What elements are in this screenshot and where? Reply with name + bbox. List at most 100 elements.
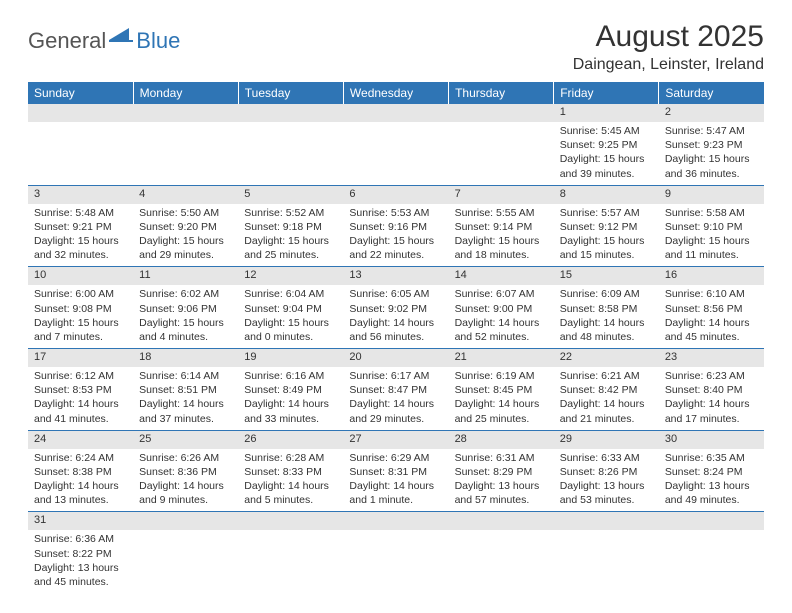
- weekday-header: Tuesday: [238, 82, 343, 104]
- day-details: Sunrise: 6:29 AMSunset: 8:31 PMDaylight:…: [343, 449, 448, 512]
- day-details: [343, 122, 448, 128]
- logo-text-general: General: [28, 28, 106, 54]
- day-details: [238, 530, 343, 536]
- day-number: 20: [343, 349, 448, 367]
- day-number: 17: [28, 349, 133, 367]
- day-details: [133, 122, 238, 128]
- day-details: Sunrise: 5:52 AMSunset: 9:18 PMDaylight:…: [238, 204, 343, 267]
- calendar-day-cell: 2Sunrise: 5:47 AMSunset: 9:23 PMDaylight…: [659, 104, 764, 185]
- day-details: Sunrise: 6:35 AMSunset: 8:24 PMDaylight:…: [659, 449, 764, 512]
- day-number: 10: [28, 267, 133, 285]
- day-number: 7: [449, 186, 554, 204]
- day-number: 24: [28, 431, 133, 449]
- day-details: Sunrise: 6:16 AMSunset: 8:49 PMDaylight:…: [238, 367, 343, 430]
- day-number: 5: [238, 186, 343, 204]
- calendar-day-cell: 15Sunrise: 6:09 AMSunset: 8:58 PMDayligh…: [554, 267, 659, 349]
- day-details: Sunrise: 5:55 AMSunset: 9:14 PMDaylight:…: [449, 204, 554, 267]
- calendar-day-cell: 26Sunrise: 6:28 AMSunset: 8:33 PMDayligh…: [238, 430, 343, 512]
- calendar-day-cell: 10Sunrise: 6:00 AMSunset: 9:08 PMDayligh…: [28, 267, 133, 349]
- calendar-day-cell: [554, 512, 659, 593]
- day-details: Sunrise: 6:10 AMSunset: 8:56 PMDaylight:…: [659, 285, 764, 348]
- day-number: 23: [659, 349, 764, 367]
- calendar-week-row: 17Sunrise: 6:12 AMSunset: 8:53 PMDayligh…: [28, 349, 764, 431]
- day-number: 13: [343, 267, 448, 285]
- day-number: [238, 104, 343, 122]
- day-number: 6: [343, 186, 448, 204]
- weekday-header-row: SundayMondayTuesdayWednesdayThursdayFrid…: [28, 82, 764, 104]
- day-number: 4: [133, 186, 238, 204]
- calendar-day-cell: 3Sunrise: 5:48 AMSunset: 9:21 PMDaylight…: [28, 185, 133, 267]
- calendar-week-row: 24Sunrise: 6:24 AMSunset: 8:38 PMDayligh…: [28, 430, 764, 512]
- day-number: 31: [28, 512, 133, 530]
- day-details: Sunrise: 6:02 AMSunset: 9:06 PMDaylight:…: [133, 285, 238, 348]
- calendar-day-cell: 30Sunrise: 6:35 AMSunset: 8:24 PMDayligh…: [659, 430, 764, 512]
- calendar-day-cell: 13Sunrise: 6:05 AMSunset: 9:02 PMDayligh…: [343, 267, 448, 349]
- calendar-day-cell: 20Sunrise: 6:17 AMSunset: 8:47 PMDayligh…: [343, 349, 448, 431]
- calendar-day-cell: 27Sunrise: 6:29 AMSunset: 8:31 PMDayligh…: [343, 430, 448, 512]
- calendar-day-cell: [449, 104, 554, 185]
- day-details: Sunrise: 6:00 AMSunset: 9:08 PMDaylight:…: [28, 285, 133, 348]
- day-details: Sunrise: 6:23 AMSunset: 8:40 PMDaylight:…: [659, 367, 764, 430]
- calendar-day-cell: 6Sunrise: 5:53 AMSunset: 9:16 PMDaylight…: [343, 185, 448, 267]
- calendar-week-row: 31Sunrise: 6:36 AMSunset: 8:22 PMDayligh…: [28, 512, 764, 593]
- day-details: Sunrise: 5:57 AMSunset: 9:12 PMDaylight:…: [554, 204, 659, 267]
- month-title: August 2025: [573, 20, 764, 54]
- day-details: Sunrise: 5:45 AMSunset: 9:25 PMDaylight:…: [554, 122, 659, 185]
- calendar-day-cell: 16Sunrise: 6:10 AMSunset: 8:56 PMDayligh…: [659, 267, 764, 349]
- day-number: 26: [238, 431, 343, 449]
- calendar-day-cell: [449, 512, 554, 593]
- day-details: Sunrise: 6:14 AMSunset: 8:51 PMDaylight:…: [133, 367, 238, 430]
- day-number: 14: [449, 267, 554, 285]
- day-number: [449, 104, 554, 122]
- day-number: 22: [554, 349, 659, 367]
- calendar-day-cell: 28Sunrise: 6:31 AMSunset: 8:29 PMDayligh…: [449, 430, 554, 512]
- day-number: 9: [659, 186, 764, 204]
- calendar-day-cell: 22Sunrise: 6:21 AMSunset: 8:42 PMDayligh…: [554, 349, 659, 431]
- day-details: Sunrise: 5:53 AMSunset: 9:16 PMDaylight:…: [343, 204, 448, 267]
- calendar-day-cell: [343, 104, 448, 185]
- header: General Blue August 2025 Daingean, Leins…: [28, 20, 764, 74]
- logo: General Blue: [28, 26, 180, 55]
- day-number: 28: [449, 431, 554, 449]
- calendar-day-cell: 4Sunrise: 5:50 AMSunset: 9:20 PMDaylight…: [133, 185, 238, 267]
- calendar-day-cell: 18Sunrise: 6:14 AMSunset: 8:51 PMDayligh…: [133, 349, 238, 431]
- day-details: [28, 122, 133, 128]
- day-number: [238, 512, 343, 530]
- calendar-day-cell: [238, 104, 343, 185]
- day-number: [133, 512, 238, 530]
- day-number: [343, 512, 448, 530]
- calendar-table: SundayMondayTuesdayWednesdayThursdayFrid…: [28, 82, 764, 593]
- calendar-day-cell: 1Sunrise: 5:45 AMSunset: 9:25 PMDaylight…: [554, 104, 659, 185]
- day-number: [133, 104, 238, 122]
- day-details: Sunrise: 6:28 AMSunset: 8:33 PMDaylight:…: [238, 449, 343, 512]
- day-details: [238, 122, 343, 128]
- day-details: Sunrise: 5:58 AMSunset: 9:10 PMDaylight:…: [659, 204, 764, 267]
- day-number: [659, 512, 764, 530]
- day-number: [449, 512, 554, 530]
- day-number: [343, 104, 448, 122]
- calendar-week-row: 3Sunrise: 5:48 AMSunset: 9:21 PMDaylight…: [28, 185, 764, 267]
- calendar-day-cell: 23Sunrise: 6:23 AMSunset: 8:40 PMDayligh…: [659, 349, 764, 431]
- day-number: 12: [238, 267, 343, 285]
- day-details: Sunrise: 6:04 AMSunset: 9:04 PMDaylight:…: [238, 285, 343, 348]
- day-details: Sunrise: 6:24 AMSunset: 8:38 PMDaylight:…: [28, 449, 133, 512]
- calendar-day-cell: [133, 512, 238, 593]
- weekday-header: Sunday: [28, 82, 133, 104]
- calendar-day-cell: [238, 512, 343, 593]
- weekday-header: Saturday: [659, 82, 764, 104]
- calendar-day-cell: [343, 512, 448, 593]
- day-details: Sunrise: 5:50 AMSunset: 9:20 PMDaylight:…: [133, 204, 238, 267]
- calendar-day-cell: [133, 104, 238, 185]
- calendar-day-cell: 14Sunrise: 6:07 AMSunset: 9:00 PMDayligh…: [449, 267, 554, 349]
- day-number: 21: [449, 349, 554, 367]
- day-details: Sunrise: 6:26 AMSunset: 8:36 PMDaylight:…: [133, 449, 238, 512]
- weekday-header: Monday: [133, 82, 238, 104]
- calendar-day-cell: 12Sunrise: 6:04 AMSunset: 9:04 PMDayligh…: [238, 267, 343, 349]
- day-number: 29: [554, 431, 659, 449]
- day-details: Sunrise: 6:05 AMSunset: 9:02 PMDaylight:…: [343, 285, 448, 348]
- day-number: 30: [659, 431, 764, 449]
- day-details: Sunrise: 6:33 AMSunset: 8:26 PMDaylight:…: [554, 449, 659, 512]
- calendar-day-cell: 21Sunrise: 6:19 AMSunset: 8:45 PMDayligh…: [449, 349, 554, 431]
- weekday-header: Thursday: [449, 82, 554, 104]
- day-number: [554, 512, 659, 530]
